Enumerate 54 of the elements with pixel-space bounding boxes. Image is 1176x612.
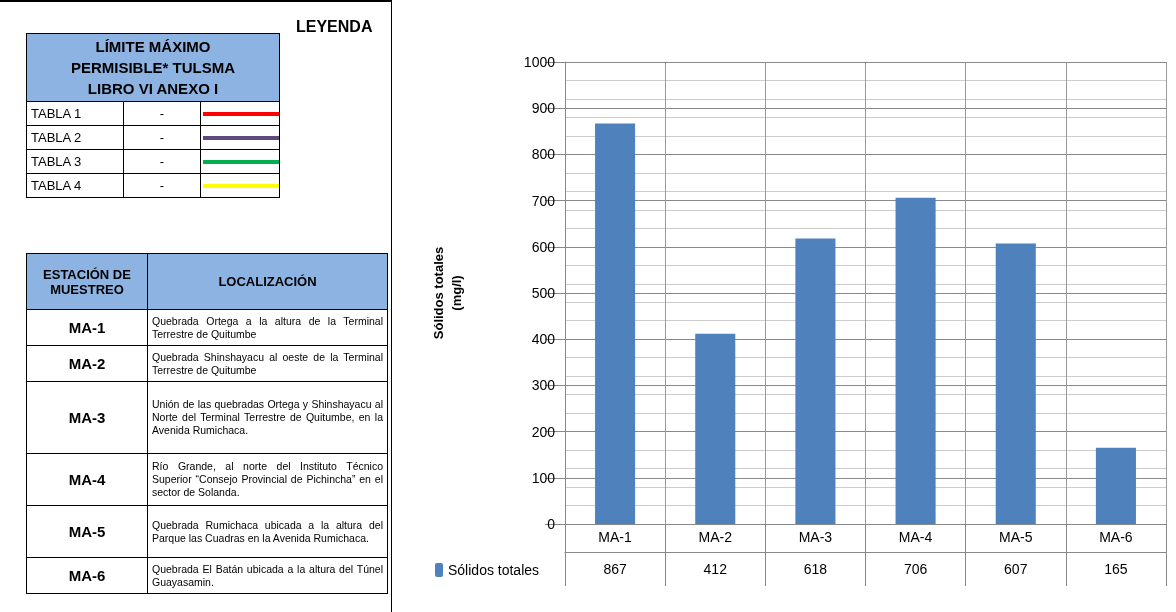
y-tick-label: 500 xyxy=(531,285,556,301)
text: LEYENDA xyxy=(296,18,373,36)
text: MA-3 xyxy=(26,381,148,454)
text: Unión de las quebradas Ortega y Shinshayacu al Norte del Terminal Terrestre de Quitumbe, en la Avenida Rumichaca. xyxy=(147,381,388,454)
text: MA-2 xyxy=(26,345,148,382)
data-label: 412 xyxy=(703,561,728,577)
y-tick-label: 800 xyxy=(531,146,556,163)
text: LÍMITE MÁXIMO PERMISIBLE* TULSMA LIBRO VI ANEXO I xyxy=(26,33,280,102)
y-tick-label: 400 xyxy=(531,331,556,348)
text: Quebrada Shinshayacu al oeste de la Terminal Terrestre de Quitumbe xyxy=(147,345,388,382)
x-tick-label: MA-6 xyxy=(1099,529,1133,545)
text: MA-1 xyxy=(26,309,148,346)
data-label: 867 xyxy=(603,561,627,577)
y-tick-label: 300 xyxy=(531,377,556,394)
bar xyxy=(795,238,836,524)
y-tick-label: 900 xyxy=(531,100,556,117)
bar xyxy=(695,333,736,524)
x-tick-label: MA-4 xyxy=(898,529,933,545)
text: - xyxy=(123,101,201,126)
y-tick-label: 700 xyxy=(531,192,556,209)
text: TABLA 3 xyxy=(26,149,124,174)
text: Quebrada El Batán ubicada a la altura del Túnel Guayasamin. xyxy=(147,557,388,594)
text: TABLA 1 xyxy=(26,101,124,126)
data-label: 165 xyxy=(1104,561,1128,577)
text: TABLA 4 xyxy=(26,173,124,198)
data-label: 607 xyxy=(1004,561,1028,577)
y-tick-label: 600 xyxy=(531,238,556,255)
x-tick-label: MA-2 xyxy=(698,529,733,545)
bar xyxy=(1095,447,1136,524)
text: ESTACIÓN DE MUESTREO xyxy=(26,253,148,310)
legend-label: Sólidos totales xyxy=(448,562,540,578)
bar xyxy=(895,197,936,524)
text: Quebrada Rumichaca ubicada a la altura del Parque las Cuadras en la Avenida Rumichaca. xyxy=(147,505,388,558)
text: TABLA 2 xyxy=(26,125,124,150)
text: Quebrada Ortega a la altura de la Terminal Terrestre de Quitumbe xyxy=(147,309,388,346)
text: LOCALIZACIÓN xyxy=(147,253,388,310)
x-tick-label: MA-5 xyxy=(999,529,1033,545)
y-axis-title: Sólidos totales (mg/l) xyxy=(430,246,464,340)
data-label: 706 xyxy=(903,561,928,577)
text: - xyxy=(123,149,201,174)
x-tick-label: MA-1 xyxy=(598,529,633,545)
text: - xyxy=(123,173,201,198)
y-tick-label: 100 xyxy=(531,469,556,486)
text: - xyxy=(123,125,201,150)
text: Río Grande, al norte del Instituto Técnico Superior “Consejo Provincial de Pichincha” en el sector de Solanda. xyxy=(147,453,388,506)
y-tick-label: 1000 xyxy=(523,54,556,70)
y-tick-label: 200 xyxy=(531,423,556,440)
text: MA-4 xyxy=(26,453,148,506)
bar xyxy=(595,123,636,524)
data-label: 618 xyxy=(803,561,828,577)
bar xyxy=(995,243,1036,524)
x-tick-label: MA-3 xyxy=(798,529,833,545)
y-tick-label: 0 xyxy=(547,516,556,532)
text: MA-6 xyxy=(26,557,148,594)
